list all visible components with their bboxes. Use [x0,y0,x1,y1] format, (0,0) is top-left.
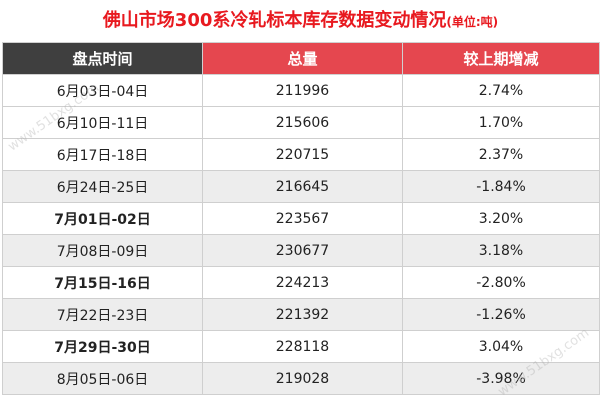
table-row: 6月24日-25日 216645 -1.84% [2,170,600,203]
table-row: 7月01日-02日 223567 3.20% [2,202,600,235]
cell-period: 6月24日-25日 [2,170,203,203]
cell-total: 215606 [202,106,403,139]
cell-total: 224213 [202,266,403,299]
cell-period: 7月29日-30日 [2,330,203,363]
cell-period: 7月15日-16日 [2,266,203,299]
title-main: 佛山市场300系冷轧标本库存数据变动情况 [102,10,447,31]
cell-change: 3.04% [402,330,600,363]
cell-change: -3.98% [402,362,600,395]
table-row: 7月15日-16日 224213 -2.80% [2,266,600,299]
cell-period: 7月22日-23日 [2,298,203,331]
table-row: 7月08日-09日 230677 3.18% [2,234,600,267]
cell-total: 220715 [202,138,403,171]
cell-period: 6月03日-04日 [2,74,203,107]
cell-total: 230677 [202,234,403,267]
title-unit: (单位:吨) [446,15,499,29]
cell-change: 3.18% [402,234,600,267]
column-header-period: 盘点时间 [2,42,203,75]
table-row: 6月03日-04日 211996 2.74% [2,74,600,107]
cell-period: 7月08日-09日 [2,234,203,267]
cell-change: -2.80% [402,266,600,299]
cell-total: 221392 [202,298,403,331]
column-header-total: 总量 [202,42,403,75]
cell-total: 228118 [202,330,403,363]
column-header-change: 较上期增减 [402,42,600,75]
table-row: 8月05日-06日 219028 -3.98% [2,362,600,395]
cell-change: -1.26% [402,298,600,331]
cell-total: 219028 [202,362,403,395]
cell-period: 6月17日-18日 [2,138,203,171]
cell-total: 223567 [202,202,403,235]
cell-change: 1.70% [402,106,600,139]
cell-total: 216645 [202,170,403,203]
header-row: 盘点时间 总量 较上期增减 [2,42,600,75]
cell-change: -1.84% [402,170,600,203]
inventory-table: 盘点时间 总量 较上期增减 6月03日-04日 211996 2.74% 6月1… [2,42,600,395]
table-row: 6月10日-11日 215606 1.70% [2,106,600,139]
table-row: 7月22日-23日 221392 -1.26% [2,298,600,331]
table-title: 佛山市场300系冷轧标本库存数据变动情况(单位:吨) [0,0,601,42]
cell-total: 211996 [202,74,403,107]
table-row: 6月17日-18日 220715 2.37% [2,138,600,171]
cell-change: 2.74% [402,74,600,107]
cell-period: 7月01日-02日 [2,202,203,235]
table-row: 7月29日-30日 228118 3.04% [2,330,600,363]
cell-change: 3.20% [402,202,600,235]
cell-period: 6月10日-11日 [2,106,203,139]
cell-change: 2.37% [402,138,600,171]
cell-period: 8月05日-06日 [2,362,203,395]
